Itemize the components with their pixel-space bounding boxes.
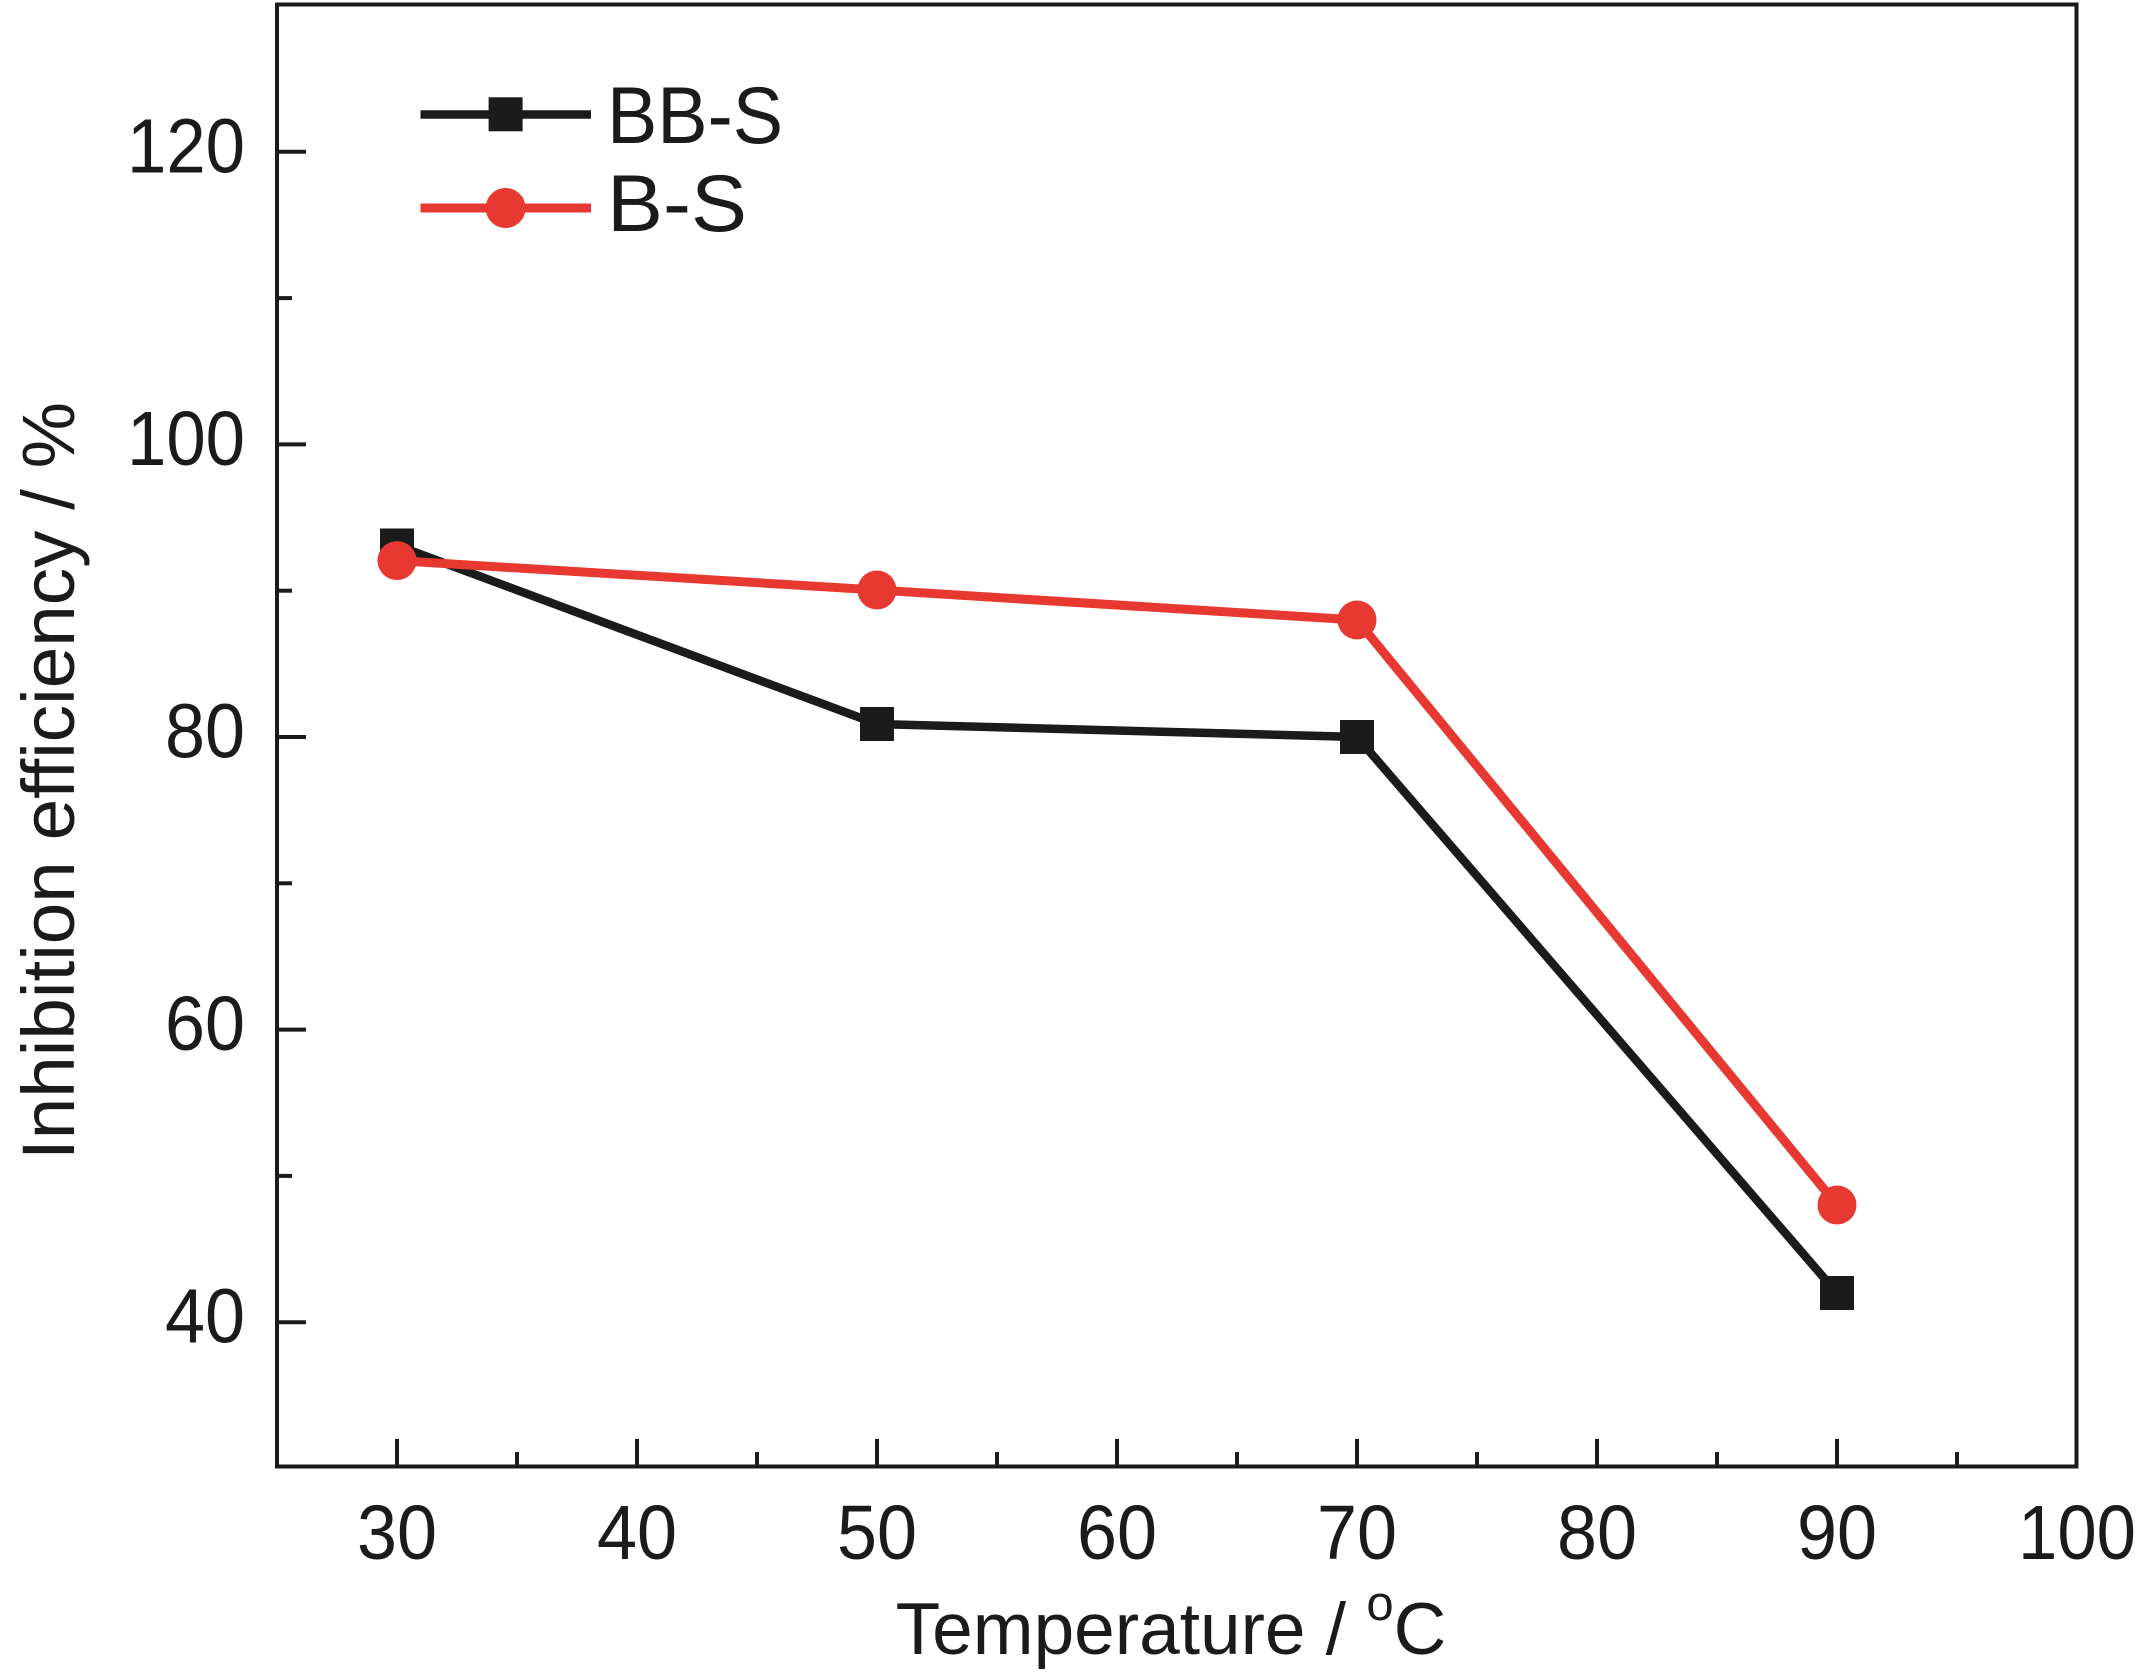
- svg-text:80: 80: [1557, 1490, 1637, 1576]
- svg-text:50: 50: [837, 1490, 917, 1576]
- svg-text:100: 100: [127, 396, 245, 482]
- svg-text:B-S: B-S: [607, 159, 747, 249]
- svg-text:100: 100: [2018, 1490, 2136, 1576]
- svg-text:90: 90: [1797, 1490, 1877, 1576]
- svg-text:60: 60: [165, 981, 245, 1067]
- svg-text:BB-S: BB-S: [607, 71, 783, 161]
- svg-text:40: 40: [597, 1490, 677, 1576]
- svg-text:120: 120: [127, 103, 245, 189]
- svg-text:80: 80: [165, 689, 245, 775]
- svg-text:60: 60: [1077, 1490, 1157, 1576]
- svg-text:Temperature / oC: Temperature / oC: [896, 1577, 1447, 1670]
- svg-text:40: 40: [165, 1274, 245, 1360]
- svg-text:70: 70: [1317, 1490, 1397, 1576]
- svg-text:Inhibition efficiency / %: Inhibition efficiency / %: [7, 402, 90, 1160]
- svg-text:30: 30: [357, 1490, 437, 1576]
